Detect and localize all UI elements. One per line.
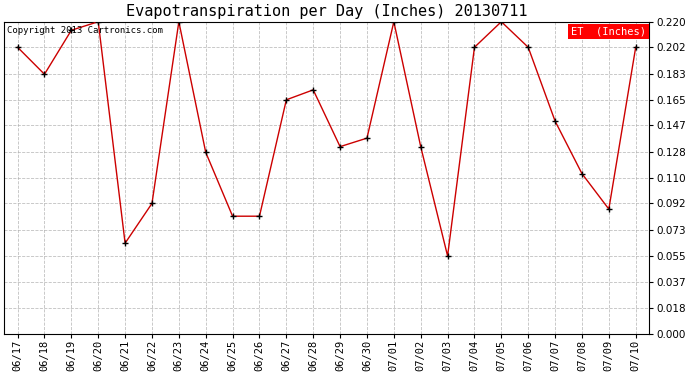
Title: Evapotranspiration per Day (Inches) 20130711: Evapotranspiration per Day (Inches) 2013… <box>126 4 527 19</box>
Text: ET  (Inches): ET (Inches) <box>571 26 646 36</box>
Text: Copyright 2013 Cartronics.com: Copyright 2013 Cartronics.com <box>8 26 164 35</box>
